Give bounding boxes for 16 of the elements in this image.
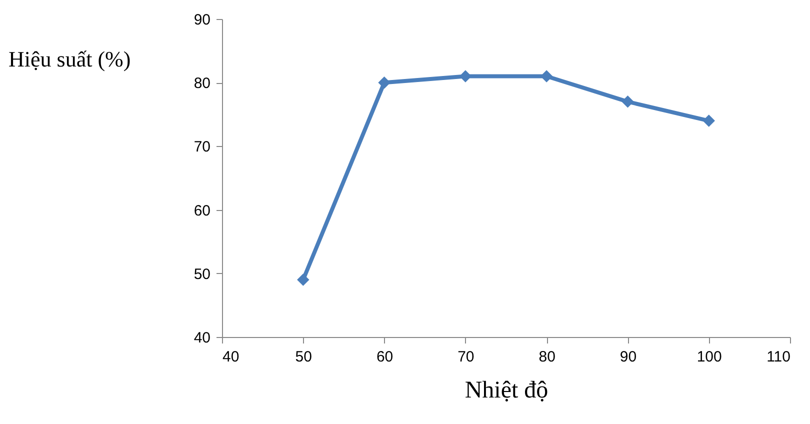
- y-tick-label: 90: [194, 12, 210, 28]
- y-tick-label: 80: [194, 75, 210, 92]
- y-tick-label: 60: [194, 202, 210, 220]
- x-tick-label: 100: [696, 348, 722, 366]
- x-tick-label: 40: [222, 348, 240, 366]
- x-tick-label: 80: [538, 348, 556, 366]
- x-tick-label: 110: [766, 348, 790, 366]
- y-tick-label: 40: [194, 330, 210, 346]
- x-axis-title: Nhiệt độ: [464, 378, 548, 404]
- x-tick-label: 50: [295, 348, 312, 366]
- x-tick-label: 60: [376, 348, 394, 366]
- y-axis-title: Hiệu suất (%): [8, 46, 131, 72]
- y-tick-label: 70: [194, 138, 210, 156]
- y-tick-label: 50: [194, 266, 210, 283]
- x-tick-label: 90: [620, 348, 637, 366]
- x-tick-label: 70: [458, 348, 474, 366]
